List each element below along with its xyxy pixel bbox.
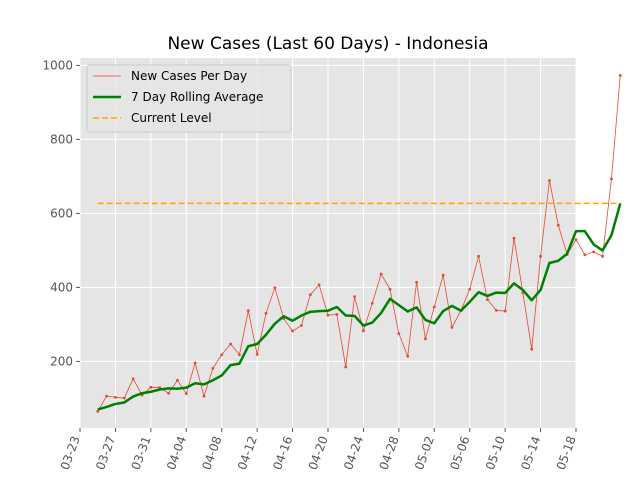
y-tick-label: 400 bbox=[50, 280, 73, 294]
data-point-new-cases bbox=[370, 301, 374, 305]
data-point-new-cases bbox=[344, 365, 348, 369]
data-point-new-cases bbox=[610, 177, 613, 181]
data-point-new-cases bbox=[122, 396, 126, 400]
data-point-new-cases bbox=[548, 179, 551, 182]
data-point-new-cases bbox=[512, 236, 516, 240]
data-point-new-cases bbox=[149, 385, 153, 389]
data-point-new-cases bbox=[379, 272, 383, 276]
series-line-new-cases bbox=[97, 75, 621, 412]
data-point-new-cases bbox=[432, 305, 436, 309]
data-point-new-cases bbox=[556, 223, 560, 227]
data-point-new-cases bbox=[114, 395, 117, 399]
y-tick-label: 1000 bbox=[42, 58, 73, 72]
data-point-new-cases bbox=[415, 280, 418, 284]
data-point-new-cases bbox=[255, 352, 259, 356]
data-point-new-cases bbox=[300, 324, 303, 327]
y-axis: 200 400 600 800 1000 bbox=[42, 58, 80, 368]
data-point-new-cases bbox=[105, 394, 108, 398]
legend-box bbox=[86, 64, 292, 133]
data-point-new-cases bbox=[468, 287, 472, 291]
data-point-new-cases bbox=[486, 298, 489, 302]
data-point-new-cases bbox=[503, 309, 507, 313]
data-point-new-cases bbox=[131, 377, 135, 381]
data-point-new-cases bbox=[308, 293, 312, 297]
data-point-new-cases bbox=[353, 295, 356, 299]
data-point-new-cases bbox=[397, 332, 401, 336]
data-point-new-cases bbox=[220, 353, 224, 357]
data-point-new-cases bbox=[291, 329, 294, 333]
data-point-new-cases bbox=[264, 311, 268, 315]
data-point-new-cases bbox=[238, 353, 241, 357]
data-point-new-cases bbox=[450, 325, 454, 329]
data-point-new-cases bbox=[441, 273, 445, 277]
legend-label-current-level: Current Level bbox=[131, 111, 212, 125]
y-tick-label: 800 bbox=[50, 132, 73, 146]
data-point-new-cases bbox=[335, 313, 339, 316]
data-point-new-cases bbox=[96, 409, 100, 413]
data-point-new-cases bbox=[618, 73, 622, 77]
y-tick-label: 200 bbox=[50, 354, 73, 368]
data-point-new-cases bbox=[477, 254, 480, 258]
data-point-new-cases bbox=[246, 309, 250, 313]
data-point-new-cases bbox=[583, 253, 587, 257]
series-layer bbox=[96, 73, 622, 413]
data-point-new-cases bbox=[406, 354, 410, 358]
data-point-new-cases bbox=[362, 329, 365, 333]
data-point-new-cases bbox=[494, 308, 498, 312]
legend-label-new-cases: New Cases Per Day bbox=[131, 69, 247, 83]
data-point-new-cases bbox=[176, 378, 179, 382]
data-point-new-cases bbox=[202, 394, 206, 398]
data-point-new-cases bbox=[388, 287, 392, 291]
chart-title: New Cases (Last 60 Days) - Indonesia bbox=[167, 34, 488, 54]
data-point-new-cases bbox=[167, 391, 170, 395]
data-point-new-cases bbox=[574, 238, 578, 242]
data-point-new-cases bbox=[601, 254, 604, 258]
data-point-new-cases bbox=[424, 337, 427, 341]
data-point-new-cases bbox=[539, 254, 542, 258]
data-point-new-cases bbox=[229, 342, 232, 346]
data-point-new-cases bbox=[317, 283, 321, 287]
legend-label-rolling-average: 7 Day Rolling Average bbox=[131, 90, 263, 104]
data-point-new-cases bbox=[592, 250, 596, 254]
y-tick-label: 600 bbox=[50, 206, 73, 220]
data-point-new-cases bbox=[211, 367, 215, 370]
data-point-new-cases bbox=[193, 361, 197, 365]
data-point-new-cases bbox=[184, 392, 188, 395]
data-point-new-cases bbox=[530, 347, 534, 351]
series-line-rolling-average bbox=[97, 203, 622, 411]
legend: New Cases Per Day 7 Day Rolling Average … bbox=[86, 64, 292, 133]
data-point-new-cases bbox=[326, 313, 330, 317]
data-point-new-cases bbox=[273, 286, 277, 290]
